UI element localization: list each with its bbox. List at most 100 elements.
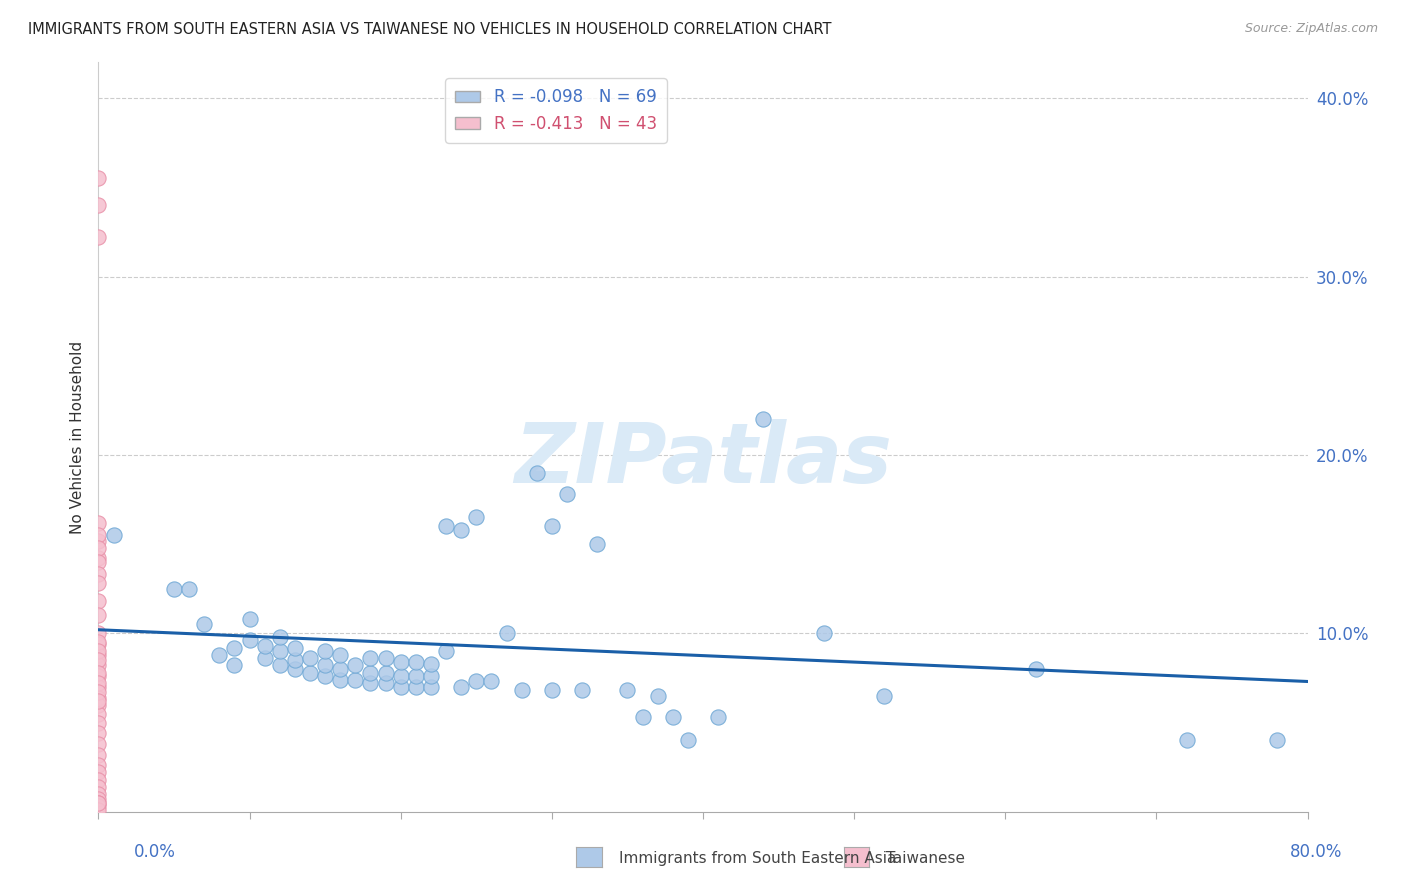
Legend: R = -0.098   N = 69, R = -0.413   N = 43: R = -0.098 N = 69, R = -0.413 N = 43 <box>446 78 666 143</box>
Point <box>253 651 276 665</box>
Point <box>420 680 443 694</box>
Point <box>253 639 276 653</box>
Text: Taiwanese: Taiwanese <box>886 851 965 865</box>
Point <box>526 466 548 480</box>
Point <box>87 685 110 699</box>
Y-axis label: No Vehicles in Household: No Vehicles in Household <box>70 341 86 533</box>
Point <box>87 230 110 244</box>
Point <box>87 198 110 212</box>
Point <box>87 637 110 651</box>
Point <box>450 523 472 537</box>
Point <box>179 582 201 596</box>
Point <box>163 582 186 596</box>
Point <box>87 796 110 810</box>
Point <box>631 710 654 724</box>
Point <box>676 733 699 747</box>
Point <box>1175 733 1198 747</box>
Point <box>661 710 683 724</box>
Point <box>87 780 110 794</box>
Point <box>87 533 110 548</box>
Point <box>87 765 110 780</box>
Point <box>360 665 382 680</box>
Point <box>434 519 457 533</box>
Point <box>87 669 110 683</box>
Point <box>224 658 246 673</box>
Point <box>540 683 562 698</box>
Point <box>329 662 352 676</box>
Point <box>616 683 638 698</box>
Point <box>405 669 427 683</box>
Point <box>87 676 110 690</box>
Point <box>540 519 562 533</box>
Point <box>284 640 307 655</box>
Point <box>510 683 533 698</box>
Point <box>87 796 110 810</box>
Point <box>87 803 110 817</box>
Point <box>103 528 125 542</box>
Text: 80.0%: 80.0% <box>1291 843 1343 861</box>
Point <box>87 737 110 751</box>
Point <box>87 576 110 591</box>
Point <box>87 658 110 673</box>
Point <box>224 640 246 655</box>
Point <box>434 644 457 658</box>
Point <box>314 669 336 683</box>
Point <box>1267 733 1289 747</box>
Text: 0.0%: 0.0% <box>134 843 176 861</box>
Text: ZIPatlas: ZIPatlas <box>515 419 891 500</box>
Point <box>329 648 352 662</box>
Point <box>314 644 336 658</box>
Point <box>555 487 578 501</box>
Point <box>873 689 896 703</box>
Text: IMMIGRANTS FROM SOUTH EASTERN ASIA VS TAIWANESE NO VEHICLES IN HOUSEHOLD CORRELA: IMMIGRANTS FROM SOUTH EASTERN ASIA VS TA… <box>28 22 831 37</box>
Point <box>647 689 669 703</box>
Point <box>87 541 110 555</box>
Point <box>87 715 110 730</box>
Point <box>344 658 367 673</box>
Point <box>1024 662 1046 676</box>
Point <box>87 516 110 530</box>
Point <box>284 662 307 676</box>
Text: Immigrants from South Eastern Asia: Immigrants from South Eastern Asia <box>619 851 896 865</box>
Point <box>87 608 110 623</box>
Point <box>329 673 352 687</box>
Point <box>87 648 110 662</box>
Point <box>405 655 427 669</box>
Point <box>87 528 110 542</box>
Point <box>707 710 730 724</box>
Point <box>374 676 396 690</box>
Point <box>374 665 396 680</box>
Point <box>87 567 110 582</box>
Point <box>87 665 110 680</box>
Point <box>269 658 291 673</box>
Point <box>389 655 412 669</box>
Point <box>87 551 110 566</box>
Point <box>389 669 412 683</box>
Point <box>193 617 215 632</box>
Point <box>465 510 488 524</box>
Point <box>405 680 427 694</box>
Point <box>87 626 110 640</box>
Point <box>450 680 472 694</box>
Point <box>752 412 775 426</box>
Point <box>586 537 609 551</box>
Point <box>87 772 110 787</box>
Point <box>813 626 835 640</box>
Point <box>344 673 367 687</box>
Point <box>87 747 110 762</box>
Point <box>87 698 110 712</box>
Point <box>87 706 110 721</box>
Point <box>87 653 110 667</box>
Point <box>87 792 110 806</box>
Point <box>87 758 110 772</box>
Point <box>314 658 336 673</box>
Point <box>571 683 593 698</box>
Point <box>269 630 291 644</box>
Point <box>87 680 110 694</box>
Point <box>239 612 262 626</box>
Point <box>87 694 110 708</box>
Point <box>481 674 503 689</box>
Point <box>208 648 231 662</box>
Text: Source: ZipAtlas.com: Source: ZipAtlas.com <box>1244 22 1378 36</box>
Point <box>420 669 443 683</box>
